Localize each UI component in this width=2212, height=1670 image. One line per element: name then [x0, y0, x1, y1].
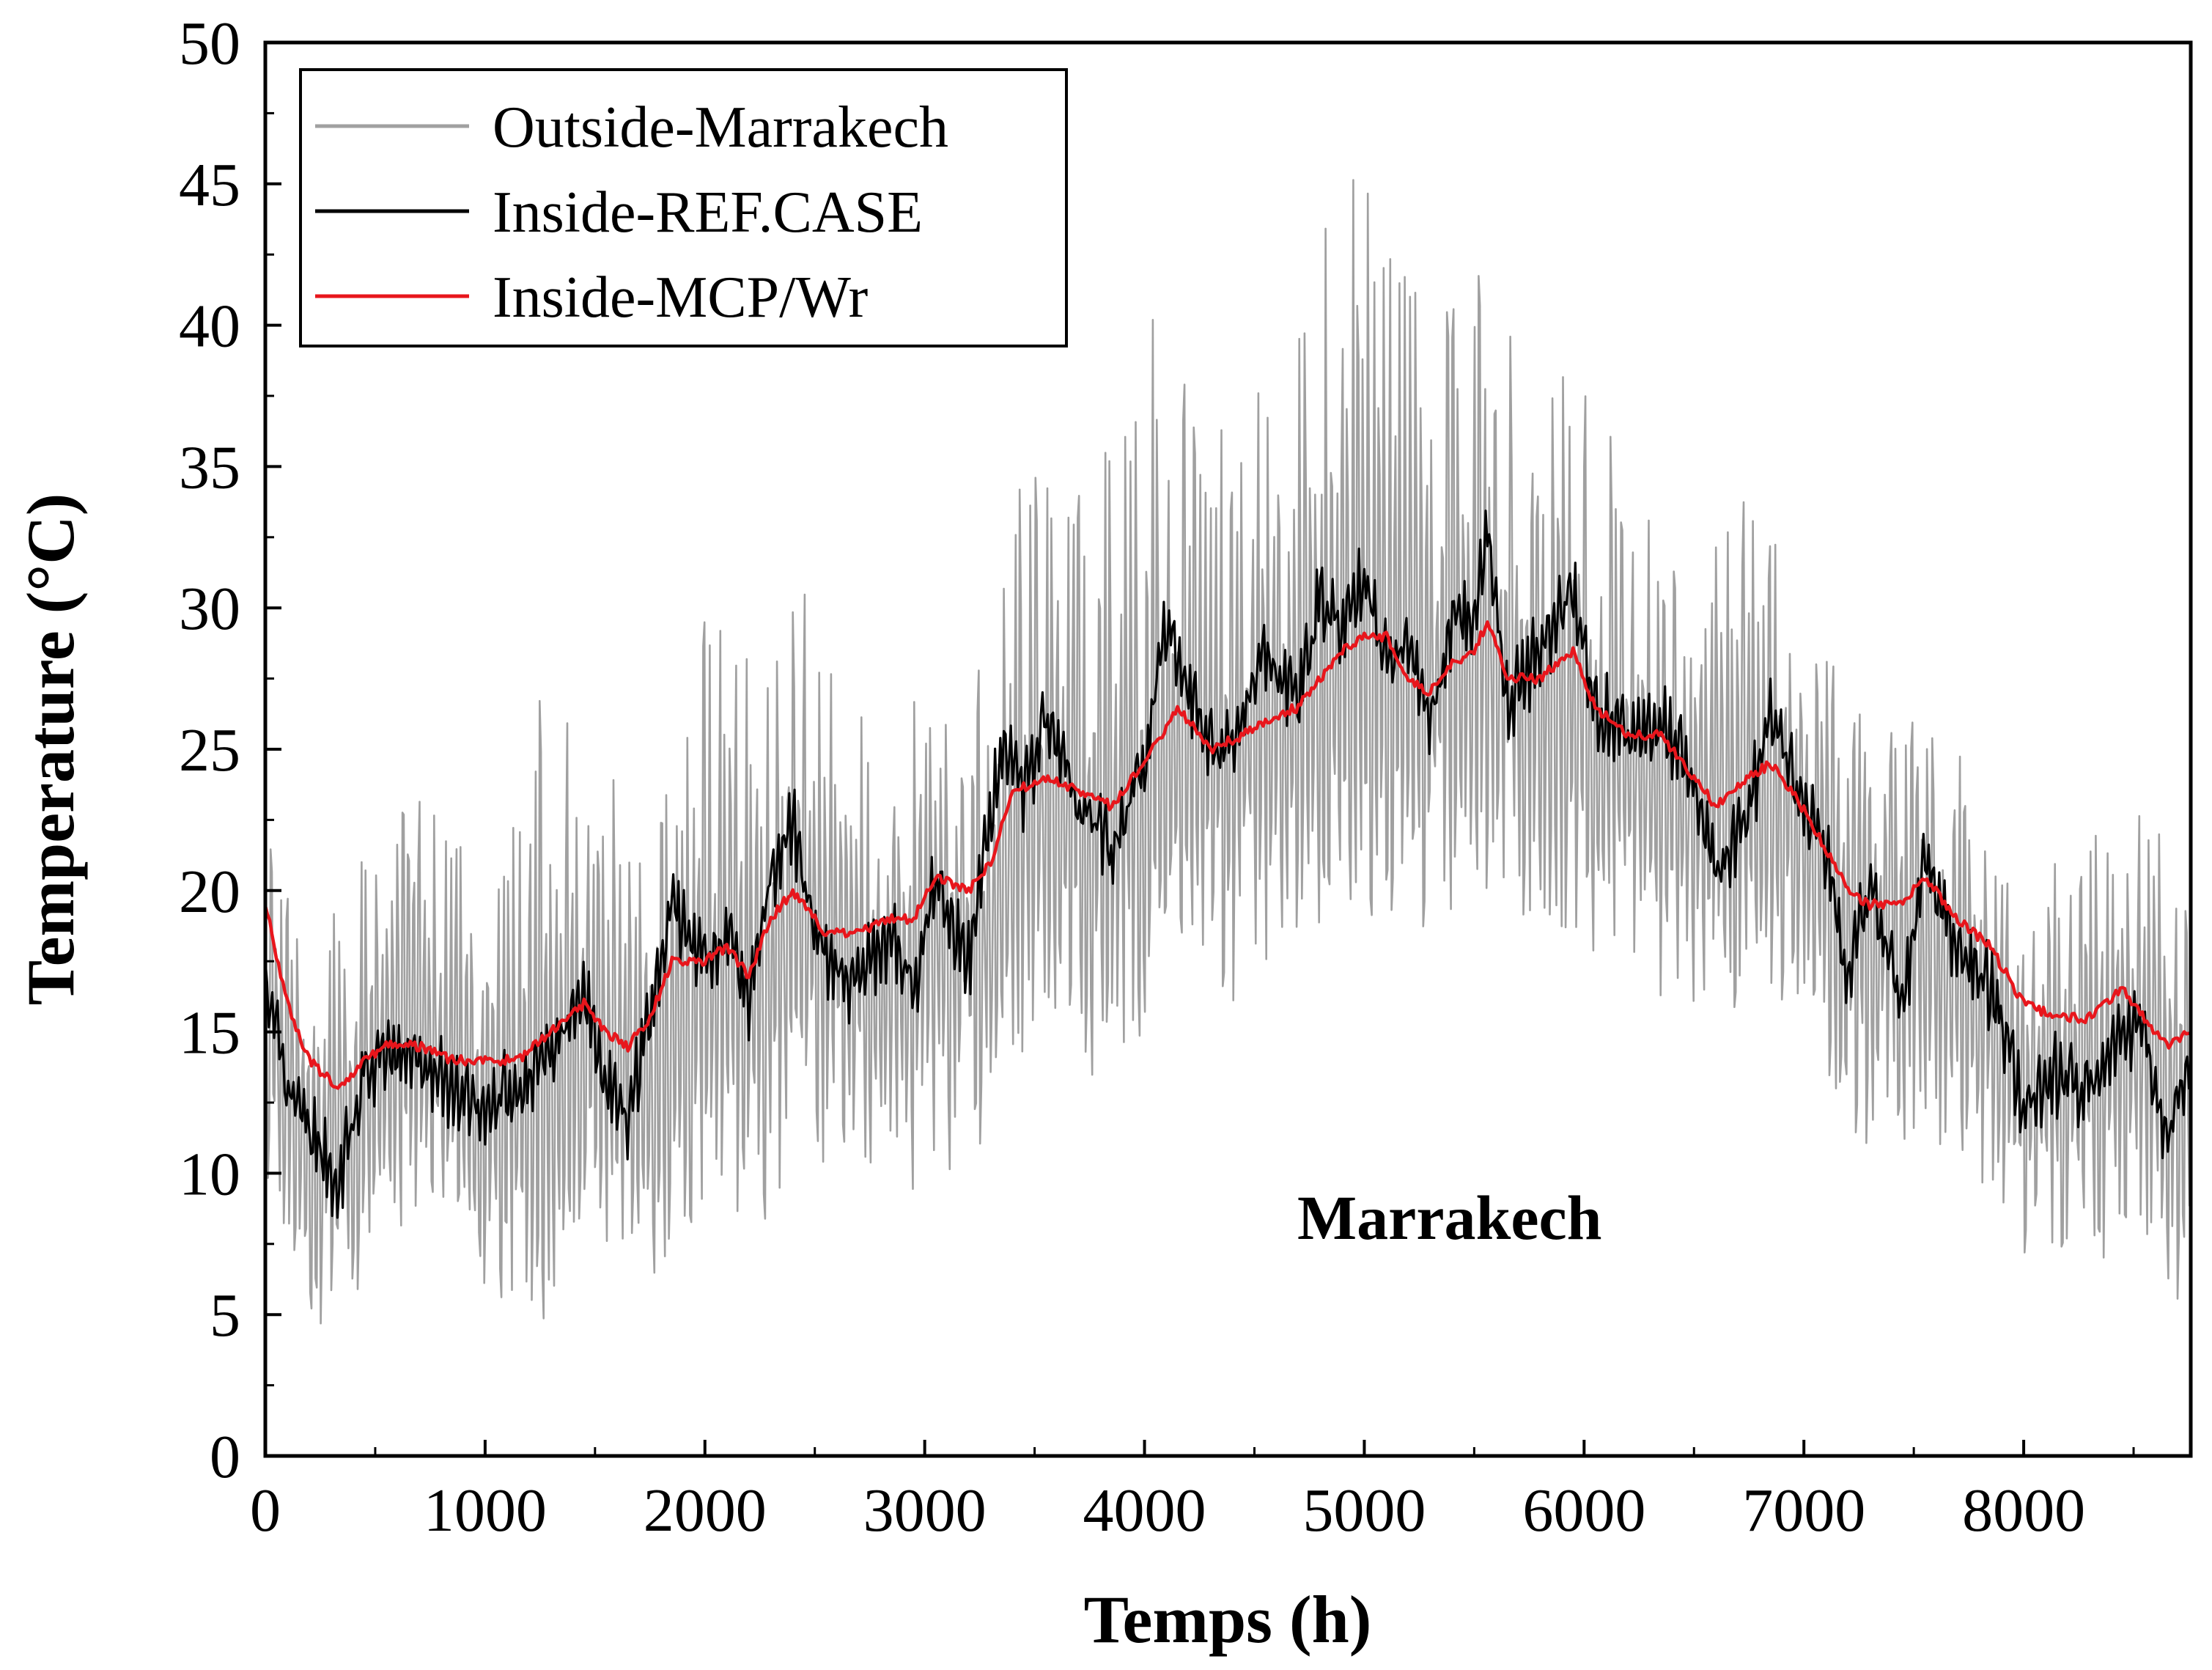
x-tick-label-2000: 2000	[644, 1476, 767, 1545]
legend-box	[299, 68, 1068, 347]
x-tick-label-7000: 7000	[1742, 1476, 1865, 1545]
y-tick-label-10: 10	[179, 1140, 240, 1208]
y-tick-label-45: 45	[179, 151, 240, 219]
x-tick-label-6000: 6000	[1522, 1476, 1645, 1545]
y-tick-label-25: 25	[179, 716, 240, 784]
series-ref-case-line	[264, 510, 2192, 1219]
legend: Outside-Marrakech Inside-REF.CASE Inside…	[299, 68, 1068, 347]
series-mcp-wr-line	[263, 620, 2191, 1090]
y-tick-label-0: 0	[210, 1423, 240, 1491]
x-tick-label-4000: 4000	[1083, 1476, 1206, 1545]
series-layer	[263, 179, 2192, 1325]
x-tick-label-0: 0	[250, 1476, 281, 1545]
y-tick-label-20: 20	[179, 858, 240, 926]
y-tick-label-15: 15	[179, 999, 240, 1067]
y-tick-label-40: 40	[179, 293, 240, 361]
x-tick-label-1000: 1000	[424, 1476, 547, 1545]
y-axis-title: Temperature (°C)	[13, 493, 88, 1006]
legend-label-mcp-wr: Inside-MCP/Wr	[493, 265, 868, 330]
series-outside-line	[264, 179, 2192, 1325]
tick-layer: 0 1000 2000 3000 4000 5000 6000 7000 8000 0 5 10 15 2…	[179, 10, 2135, 1545]
legend-label-ref-case: Inside-REF.CASE	[493, 180, 923, 245]
x-axis-title: Temps (h)	[1084, 1582, 1372, 1657]
y-tick-label-35: 35	[179, 433, 240, 501]
y-tick-label-30: 30	[179, 575, 240, 643]
x-tick-label-5000: 5000	[1302, 1476, 1426, 1545]
x-tick-label-8000: 8000	[1962, 1476, 2085, 1545]
y-tick-label-5: 5	[210, 1281, 240, 1350]
legend-label-outside: Outside-Marrakech	[493, 95, 948, 160]
y-tick-label-50: 50	[179, 10, 240, 78]
location-annotation: Marrakech	[1297, 1182, 1602, 1253]
x-tick-label-3000: 3000	[863, 1476, 987, 1545]
